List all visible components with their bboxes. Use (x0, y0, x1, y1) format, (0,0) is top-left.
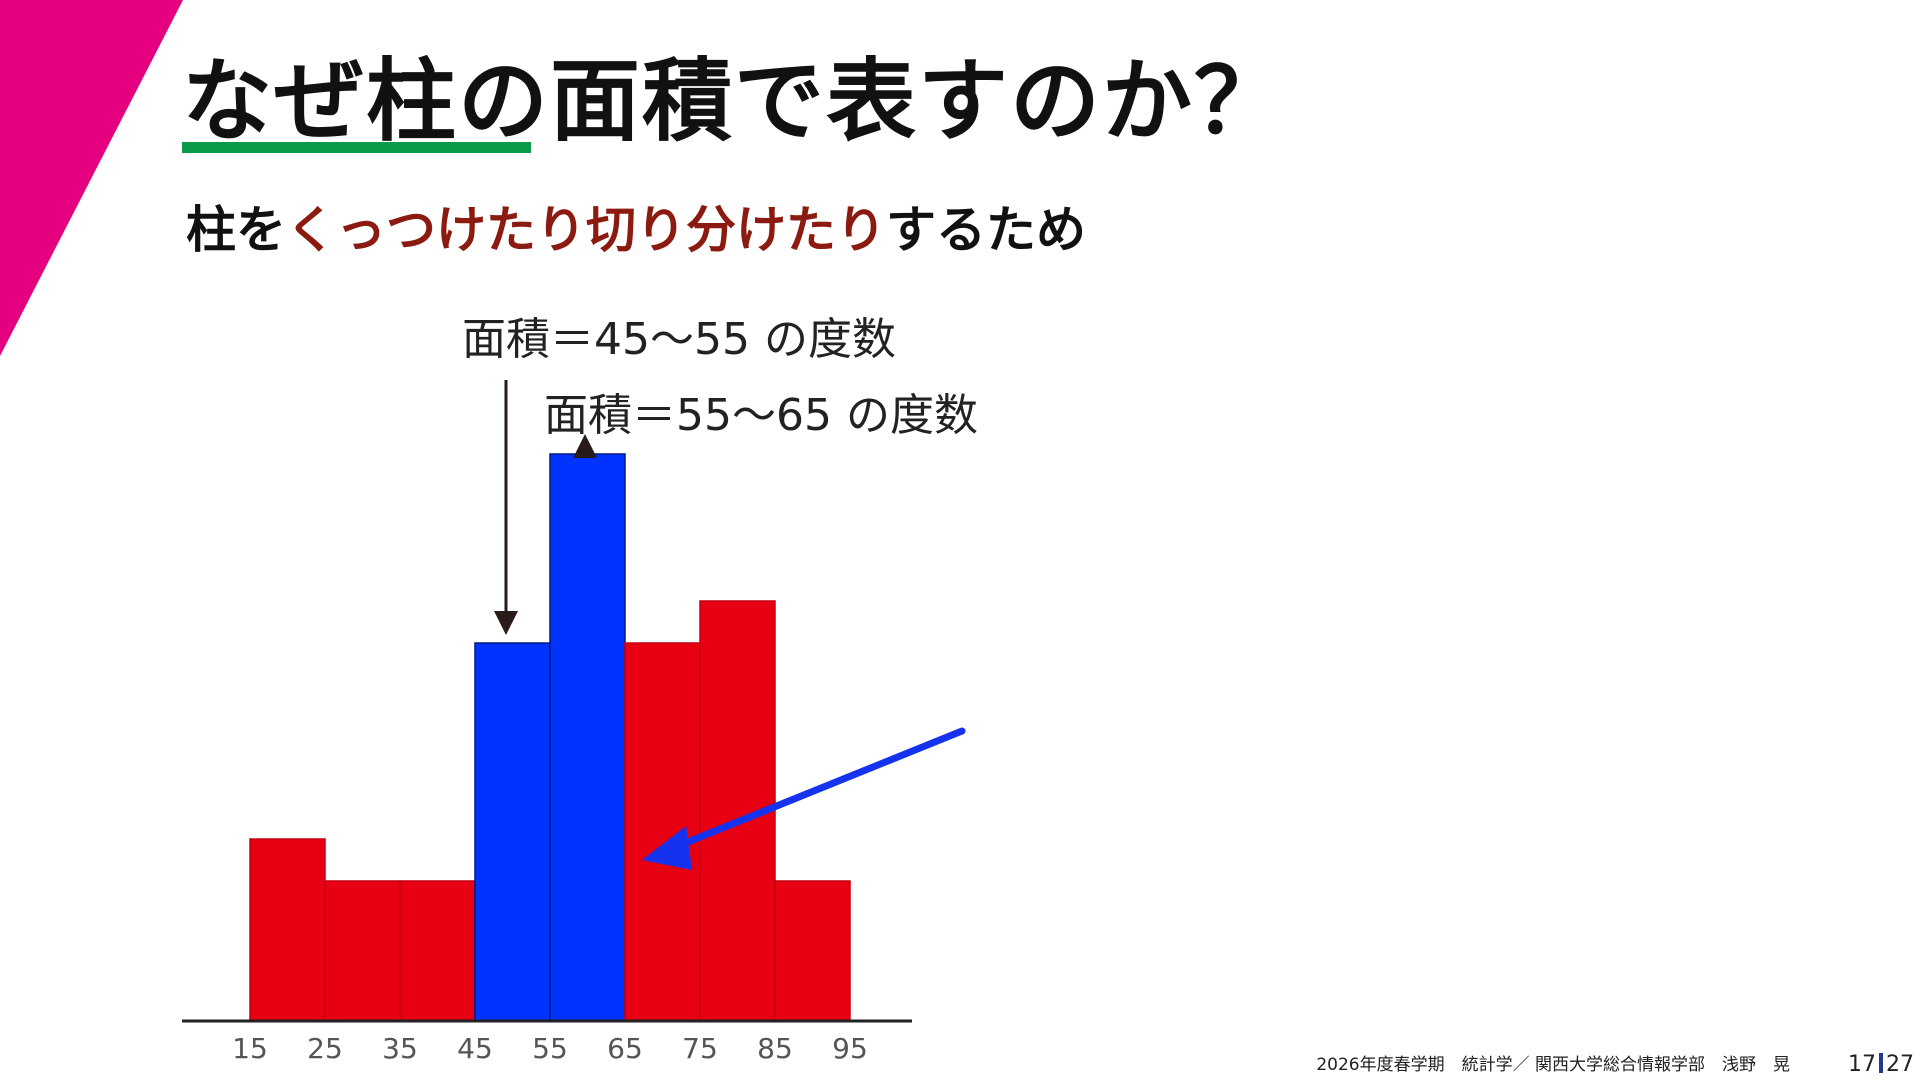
annotation-45-55: 面積＝45～55 の度数 (462, 314, 896, 365)
histogram-bar-35-45 (399, 880, 476, 1022)
page-number: 17 27 (1848, 1052, 1914, 1077)
subtitle-highlight: くっつけたり切り分けたり (286, 201, 886, 259)
footer-course-info: 2026年度春学期 統計学／ 関西大学総合情報学部 浅野 晃 (1316, 1055, 1790, 1075)
x-tick-label-15: 15 (232, 1032, 268, 1065)
x-tick-label-35: 35 (382, 1032, 418, 1065)
histogram-bar-65-75 (624, 642, 701, 1022)
annotation-55-65: 面積＝55～65 の度数 (544, 390, 978, 441)
x-tick-label-55: 55 (532, 1032, 568, 1065)
x-tick-label-25: 25 (307, 1032, 343, 1065)
magenta-stripe (0, 0, 183, 356)
title-underline (182, 142, 531, 153)
subtitle-prefix: 柱を (186, 201, 286, 259)
x-tick-label-45: 45 (457, 1032, 493, 1065)
page-total: 27 (1886, 1052, 1914, 1077)
x-tick-labels: 15 25 35 45 55 65 75 85 95 (232, 1032, 868, 1065)
slide-subtitle: 柱をくっつけたり切り分けたりするため (186, 190, 1086, 262)
histogram-bar-85-95 (774, 880, 851, 1022)
x-tick-label-75: 75 (682, 1032, 718, 1065)
subtitle-suffix: するため (886, 201, 1086, 259)
histogram-bar-15-25 (249, 838, 326, 1022)
histogram-bar-25-35 (324, 880, 401, 1022)
slide-title: なぜ柱の面積で表すのか？ (182, 49, 1286, 154)
histogram-bars (249, 453, 851, 1022)
highlight-arrow-head (642, 826, 692, 870)
highlight-arrow-shaft (664, 727, 966, 854)
page-current: 17 (1848, 1052, 1876, 1077)
x-tick-label-85: 85 (757, 1032, 793, 1065)
x-tick-label-95: 95 (832, 1032, 868, 1065)
histogram-bar-45-55 (474, 642, 551, 1022)
x-tick-label-65: 65 (607, 1032, 643, 1065)
histogram-bar-55-65 (549, 453, 626, 1022)
page-separator (1879, 1053, 1883, 1073)
